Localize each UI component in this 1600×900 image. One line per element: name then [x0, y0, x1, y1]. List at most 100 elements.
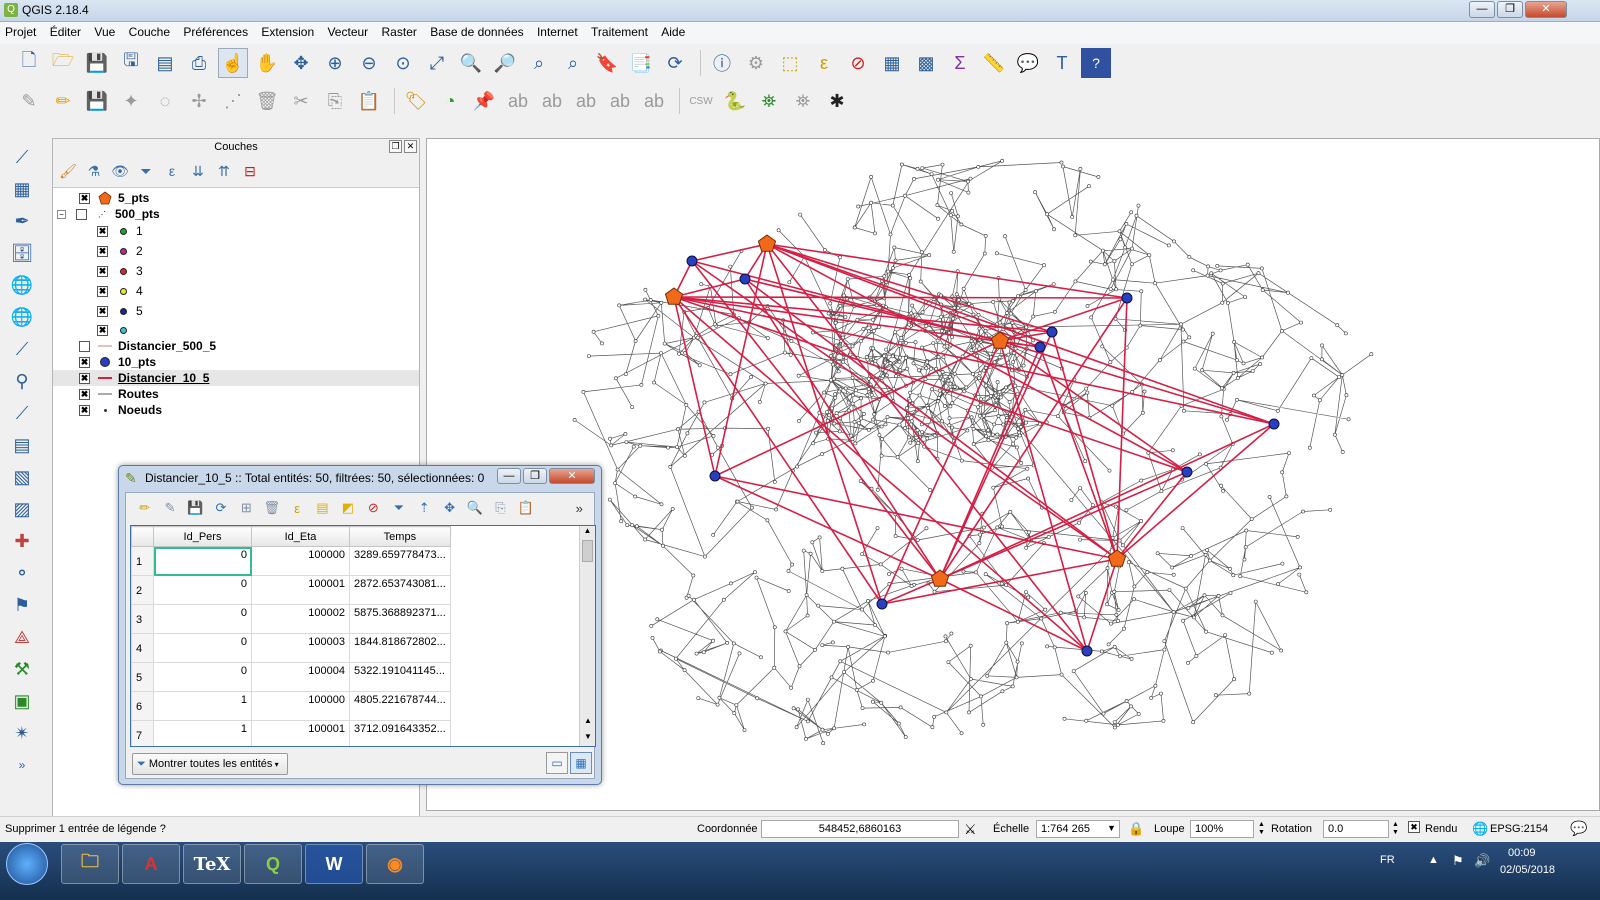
open-project-icon[interactable]: 🗁 — [51, 50, 75, 70]
graphical-modeler-icon[interactable]: ⛯ — [761, 90, 777, 111]
table-row[interactable]: 4 0 100003 1844.818672802... — [131, 633, 451, 663]
start-button[interactable] — [6, 843, 48, 885]
menu-vecteur[interactable]: Vecteur — [327, 25, 369, 39]
row-number[interactable]: 7 — [131, 720, 154, 746]
scroll-up-icon[interactable]: ▲ — [583, 526, 592, 535]
clock-date[interactable]: 02/05/2018 — [1500, 864, 1556, 876]
copy-rows-icon[interactable]: ⎘ — [495, 500, 506, 515]
add-wms-layer-icon[interactable]: 🌐 — [10, 274, 34, 295]
pan-map-icon[interactable]: ☝ — [218, 48, 248, 78]
action-center-flag-icon[interactable]: ⚑ — [1452, 853, 1464, 868]
save-edits-icon[interactable]: 💾 — [187, 500, 204, 515]
python-console-icon[interactable]: 🐍 — [723, 90, 747, 111]
legend-class-row[interactable]: 5 — [97, 303, 143, 319]
cell-id-eta[interactable]: 100000 — [251, 546, 350, 576]
menu-internet[interactable]: Internet — [536, 25, 578, 39]
menu-extension[interactable]: Extension — [261, 25, 315, 39]
snapping-icon[interactable]: ✴ — [14, 722, 30, 743]
table-row[interactable]: 7 1 100001 3712.091643352... — [131, 720, 451, 746]
dialog-maximize-button[interactable]: ❐ — [523, 468, 547, 484]
zoom-to-selected-icon[interactable]: 🔍 — [466, 500, 484, 515]
row-number[interactable]: 4 — [131, 633, 154, 663]
new-spatialite-layer-icon[interactable]: ▤ — [13, 434, 31, 455]
table-row[interactable]: 5 0 100004 5322.191041145... — [131, 662, 451, 692]
menu-raster[interactable]: Raster — [381, 25, 417, 39]
scroll-up-lower-icon[interactable]: ▲ — [584, 716, 592, 725]
row-number[interactable]: 2 — [131, 575, 154, 605]
messages-icon[interactable]: 💬 — [1570, 820, 1588, 836]
pan-hand-icon[interactable]: ✋ — [255, 52, 279, 73]
pan-to-selection-icon[interactable]: ✥ — [293, 52, 309, 73]
maximize-button[interactable]: ❐ — [1497, 1, 1523, 18]
table-row[interactable]: 1 0 100000 3289.659778473... — [131, 546, 451, 576]
taskbar-qgis[interactable]: Q — [244, 844, 302, 884]
layer-row-distancier-500-5[interactable]: Distancier_500_5 — [79, 338, 216, 354]
legend-class-row[interactable] — [97, 322, 136, 338]
add-group-icon[interactable]: ⚗ — [87, 162, 101, 179]
add-vector-layer-icon[interactable]: ⟋ — [15, 146, 29, 167]
layer-visibility-checkbox[interactable] — [79, 404, 90, 416]
cell-temps[interactable]: 4805.221678744... — [349, 691, 451, 721]
cell-id-eta[interactable]: 100002 — [251, 604, 350, 634]
zoom-next-icon[interactable]: ⌕ — [567, 52, 579, 73]
help-icon[interactable]: ? — [1081, 48, 1111, 78]
new-temp-layer-icon[interactable]: ▨ — [13, 498, 31, 519]
class-visibility-checkbox[interactable] — [97, 225, 108, 237]
add-feature-icon[interactable]: ✦ — [123, 90, 139, 111]
taskbar-word[interactable]: W — [305, 844, 363, 884]
menu-traitement[interactable]: Traitement — [591, 25, 648, 39]
measure-icon[interactable]: 📏 — [982, 52, 1006, 73]
cell-id-pers[interactable]: 1 — [153, 720, 252, 746]
add-wcs-layer-icon[interactable]: 🌐 — [10, 306, 34, 327]
render-checkbox[interactable]: ✖ — [1408, 821, 1420, 833]
taskbar-firefox[interactable]: ◉ — [366, 844, 424, 884]
cell-id-pers[interactable]: 0 — [153, 546, 252, 576]
cell-id-pers[interactable]: 1 — [153, 691, 252, 721]
taskbar-explorer[interactable]: 🗀 — [61, 844, 119, 884]
map-canvas[interactable] — [426, 138, 1600, 811]
move-selection-top-icon[interactable]: ⇡ — [418, 500, 430, 515]
taskbar-acrobat[interactable]: A — [122, 844, 180, 884]
collapse-toggle-icon[interactable]: − — [57, 209, 66, 219]
cell-id-pers[interactable]: 0 — [153, 575, 252, 605]
zoom-out-icon[interactable]: ⊖ — [361, 52, 377, 73]
spider-plugin-icon[interactable]: ✱ — [829, 90, 845, 111]
menu-projet[interactable]: Projet — [5, 25, 37, 39]
cell-temps[interactable]: 3712.091643352... — [349, 720, 451, 746]
unpin-label-icon[interactable]: ab — [643, 90, 665, 111]
deselect-all-icon[interactable]: ⊘ — [367, 500, 379, 515]
undock-panel-button[interactable]: ❐ — [389, 140, 402, 153]
layer-style-icon[interactable]: 🖌 — [59, 162, 77, 179]
toggle-extents-icon[interactable]: ⚔ — [964, 821, 977, 837]
zoom-selection-icon[interactable]: 🔍 — [459, 52, 483, 73]
add-spatialite-icon[interactable]: 🗄 — [10, 242, 34, 263]
pan-to-selected-icon[interactable]: ✥ — [444, 500, 456, 515]
zoom-in-icon[interactable]: ⊕ — [327, 52, 343, 73]
clock-time[interactable]: 00:09 — [1508, 847, 1536, 859]
save-as-icon[interactable]: 🖫 — [123, 50, 139, 70]
field-calculator-icon[interactable]: ▩ — [917, 52, 935, 73]
zoom-layer-icon[interactable]: 🔎 — [493, 52, 517, 73]
dialog-close-button[interactable]: ✕ — [549, 468, 595, 484]
new-project-icon[interactable]: 🗋 — [21, 50, 37, 70]
cell-temps[interactable]: 5875.368892371... — [349, 604, 451, 634]
language-indicator[interactable]: FR — [1380, 854, 1395, 866]
new-bookmark-icon[interactable]: 🔖 — [595, 52, 619, 73]
show-all-features-button[interactable]: ⏷ Montrer toutes les entités ▾ — [132, 753, 288, 775]
paste-features-icon[interactable]: 📋 — [357, 90, 381, 111]
cell-id-eta[interactable]: 100004 — [251, 662, 350, 692]
layer-row-500-pts[interactable]: − ⋰ 500_pts — [57, 206, 160, 222]
run-action-icon[interactable]: ⚙ — [747, 52, 765, 73]
geometry-checker-icon[interactable]: ▣ — [13, 690, 31, 711]
rotation-stepper-icon[interactable]: ▲ ▼ — [1392, 821, 1399, 836]
add-virtual-layer-icon[interactable]: ⚲ — [15, 370, 29, 391]
georeferencer-icon[interactable]: ⚑ — [13, 594, 31, 615]
column-header-id-pers[interactable]: Id_Pers — [153, 526, 252, 547]
corner-header[interactable] — [131, 526, 154, 547]
layer-row-routes[interactable]: Routes — [79, 386, 159, 402]
vertical-scrollbar[interactable]: ▲ ▲ ▼ — [579, 526, 595, 746]
move-label-icon[interactable]: ab — [541, 90, 563, 111]
filter-select-icon[interactable]: ⏷ — [393, 500, 404, 515]
magnifier-spinbox[interactable]: 100% — [1190, 820, 1254, 838]
new-geopackage-icon[interactable]: ▧ — [13, 466, 31, 487]
